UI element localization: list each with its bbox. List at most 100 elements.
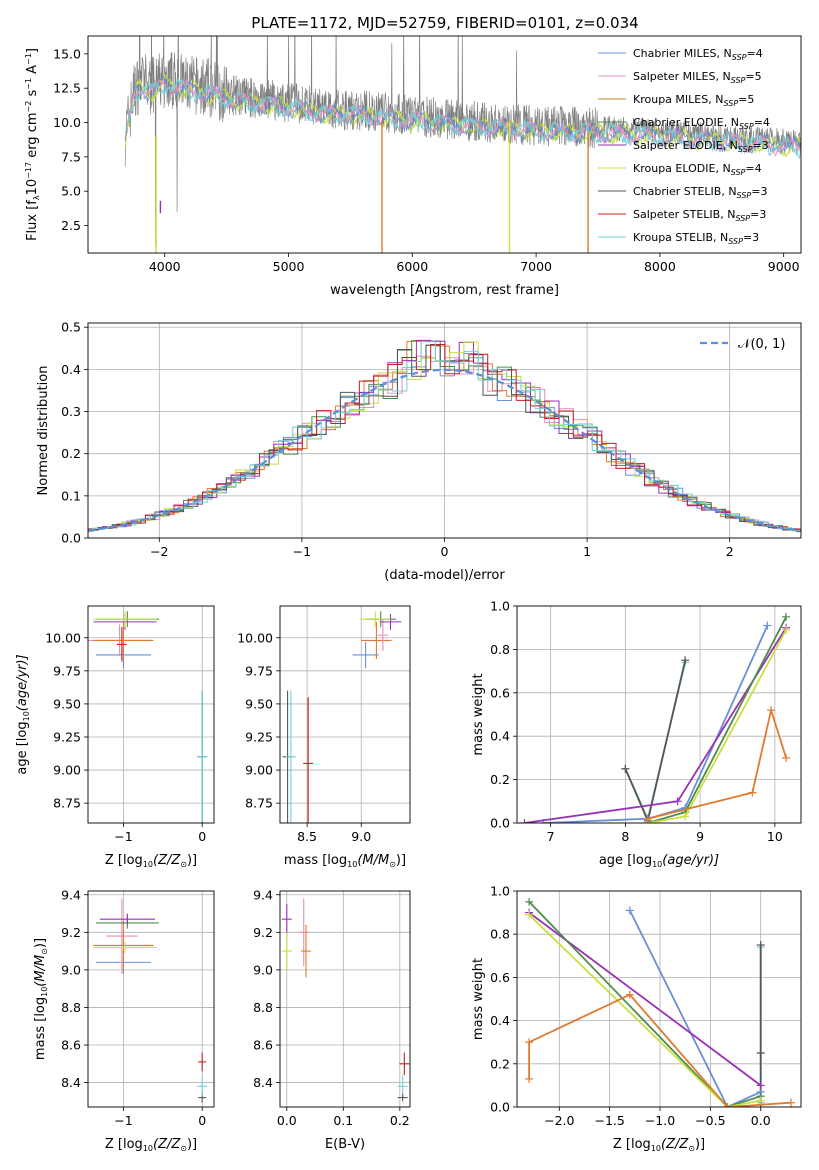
mass_vs_EBV-ytick-label: 9.2 [253, 925, 273, 940]
weight_vs_age-ylabel: mass weight [471, 673, 486, 755]
mass_vs_Z-frame [87, 890, 215, 1108]
spectrum-axes: 4000 5000 6000 7000 8000 9000 2.5 5.0 7.5 10.0 12.… [53, 46, 799, 274]
weight_vs_Z-xtick-label: −1.0 [645, 1113, 675, 1128]
spectrum-ytick-label: 2.5 [61, 218, 81, 233]
age_vs_mass-axes: 8.5 9.0 8.75 9.00 9.25 9.50 9.75 10.00 [237, 606, 410, 844]
spectrum-ytick-label: 12.5 [53, 81, 81, 96]
mass_vs_Z-plot-area [93, 898, 208, 1103]
age_vs_Z-axes: −1 0 8.75 9.00 9.25 9.50 9.75 10.00 [45, 606, 214, 844]
weight_vs_Z-series-line [628, 909, 762, 1107]
residual-histogram [88, 344, 801, 532]
weight_vs_age-ytick-label: 0.8 [490, 642, 510, 657]
residuals-xtick-label: 1 [583, 544, 591, 559]
spectrum-model-line [124, 74, 801, 158]
weight_vs_age-frame [516, 605, 802, 824]
mass_vs_EBV-ytick-label: 9.4 [253, 887, 273, 902]
weight_vs_Z-ytick-label: 0.8 [490, 927, 510, 942]
age_vs_mass-ytick-label: 9.25 [245, 729, 273, 744]
weight_vs_age-xtick-label: 9 [696, 829, 704, 844]
weight_vs_Z-ylabel: mass weight [471, 958, 486, 1040]
weight_vs_Z-xtick-label: 0.0 [751, 1113, 771, 1128]
weight_vs_Z-axes: −2.0 −1.5 −1.0 −0.5 0.0 0.0 0.2 0.4 0.6 0.8 1.0 [490, 884, 801, 1128]
residuals-xtick-label: 2 [726, 544, 734, 559]
spectrum-xtick-label: 5000 [273, 259, 305, 274]
weight_vs_Z-xtick-label: −0.5 [695, 1113, 725, 1128]
legend-entry: Salpeter STELIB, NSSP=3 [633, 208, 766, 223]
age_vs_mass-xlabel: mass [log10(M/M⊙)] [284, 853, 406, 869]
residuals-ylabel: Normed distribution [36, 366, 51, 496]
mass_vs_EBV-ytick-label: 8.8 [253, 1000, 273, 1015]
spectrum-frame [87, 35, 802, 254]
residuals-xtick-label: −1 [293, 544, 311, 559]
age_vs_Z-xtick-label: −1 [114, 829, 132, 844]
age_vs_Z-ytick-label: 9.75 [53, 663, 81, 678]
weight_vs_Z-series-line [528, 914, 761, 1107]
residuals-ytick-label: 0.5 [61, 320, 81, 335]
age_vs_Z-ytick-label: 10.00 [45, 630, 81, 645]
mass_vs_Z-axes: −1 0 8.4 8.6 8.8 9.0 9.2 9.4 [61, 887, 214, 1128]
age_vs_Z-ytick-label: 9.25 [53, 729, 81, 744]
spectrum-ytick-label: 10.0 [53, 115, 81, 130]
weight_vs_Z-plot-area [525, 897, 795, 1107]
mass_vs_EBV-ytick-label: 8.4 [253, 1075, 273, 1090]
legend-entry: Kroupa MILES, NSSP=5 [633, 93, 754, 108]
age_vs_Z-xlabel: Z [log10(Z/Z⊙)] [105, 853, 197, 869]
spectrum-legend: Chabrier MILES, NSSP=4 Salpeter MILES, NS… [598, 47, 770, 246]
weight_vs_age-xtick-label: 10 [767, 829, 783, 844]
weight_vs_age-ytick-label: 1.0 [490, 599, 510, 614]
age_vs_mass-ytick-label: 10.00 [237, 630, 273, 645]
weight_vs_Z-series-line [528, 901, 761, 1107]
spectrum-observed-line [124, 36, 801, 246]
age_vs_mass-xtick-label: 8.5 [297, 829, 317, 844]
weight_vs_Z-ytick-label: 0.6 [490, 970, 510, 985]
legend-entry: Chabrier MILES, NSSP=4 [633, 47, 763, 62]
spectrum-xlabel: wavelength [Angstrom, rest frame] [330, 283, 559, 298]
legend-entry: Salpeter ELODIE, NSSP=3 [633, 139, 769, 154]
mass_vs_EBV-xtick-label: 0.0 [277, 1113, 297, 1128]
age_vs_mass-ytick-label: 9.50 [245, 696, 273, 711]
legend-entry: Salpeter MILES, NSSP=5 [633, 70, 762, 85]
weight_vs_Z-ytick-label: 0.2 [490, 1056, 510, 1071]
residuals-frame [87, 322, 802, 539]
spectrum-xtick-label: 4000 [149, 259, 181, 274]
weight_vs_age-xlabel: age [log10(age/yr)] [599, 853, 719, 869]
figure-title: PLATE=1172, MJD=52759, FIBERID=0101, z=0… [251, 14, 638, 32]
weight_vs_age-ytick-label: 0.4 [490, 729, 510, 744]
mass_vs_Z-ylabel: mass [log10(M/M⊙)] [33, 938, 49, 1060]
weight_vs_age-plot-area [520, 612, 791, 823]
legend-entry: Kroupa ELODIE, NSSP=4 [633, 162, 762, 177]
residuals-ytick-label: 0.2 [61, 446, 81, 461]
age_vs_Z-ytick-label: 9.00 [53, 763, 81, 778]
weight_vs_age-ytick-label: 0.0 [490, 816, 510, 831]
age_vs_mass-ytick-label: 9.75 [245, 663, 273, 678]
mass_vs_Z-ytick-label: 8.8 [61, 1000, 81, 1015]
legend-entry: Chabrier STELIB, NSSP=3 [633, 185, 767, 200]
age_vs_Z-frame [87, 605, 215, 824]
spectrum-ylabel: Flux [fλ10−17 erg cm−2 s−1 A−1] [24, 48, 41, 241]
mass_vs_Z-ytick-label: 9.4 [61, 887, 81, 902]
mass_vs_Z-xtick-label: −1 [114, 1113, 132, 1128]
spectrum-xtick-label: 6000 [396, 259, 428, 274]
spectrum-xtick-label: 8000 [644, 259, 676, 274]
mass_vs_EBV-ytick-label: 9.0 [253, 962, 273, 977]
age_vs_Z-plot-area [88, 611, 208, 823]
spectrum-ytick-label: 15.0 [53, 46, 81, 61]
weight_vs_Z-ytick-label: 0.0 [490, 1100, 510, 1115]
mass_vs_EBV-frame [279, 890, 411, 1108]
residuals-xtick-label: 0 [441, 544, 449, 559]
weight_vs_Z-xlabel: Z [log10(Z/Z⊙)] [613, 1137, 705, 1153]
mass_vs_Z-ytick-label: 9.0 [61, 962, 81, 977]
age_vs_mass-plot-area [282, 611, 402, 823]
mass_vs_Z-xtick-label: 0 [198, 1113, 206, 1128]
spectrum-model-line [124, 78, 801, 160]
weight_vs_age-series-line [624, 660, 687, 823]
normal-legend-label: 𝒩(0, 1) [738, 337, 785, 352]
legend-entry: Chabrier ELODIE, NSSP=4 [633, 116, 770, 131]
mass_vs_EBV-xtick-label: 0.2 [390, 1113, 410, 1128]
spectrum-ytick-label: 5.0 [61, 184, 81, 199]
weight_vs_age-axes: 7 8 9 10 0.0 0.2 0.4 0.6 0.8 1.0 [490, 599, 801, 844]
weight_vs_Z-ytick-label: 0.4 [490, 1013, 510, 1028]
residuals-ytick-label: 0.0 [61, 531, 81, 546]
weight_vs_age-series-line [624, 662, 687, 822]
